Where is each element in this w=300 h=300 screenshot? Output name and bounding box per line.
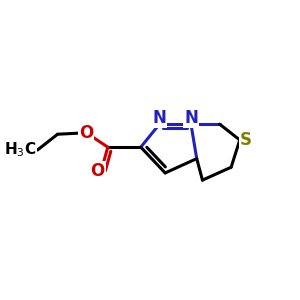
Text: O: O <box>91 162 105 180</box>
Text: N: N <box>152 109 167 127</box>
Text: S: S <box>240 131 252 149</box>
Text: N: N <box>184 109 198 127</box>
Text: O: O <box>79 124 93 142</box>
Text: H$_3$C: H$_3$C <box>4 141 36 159</box>
